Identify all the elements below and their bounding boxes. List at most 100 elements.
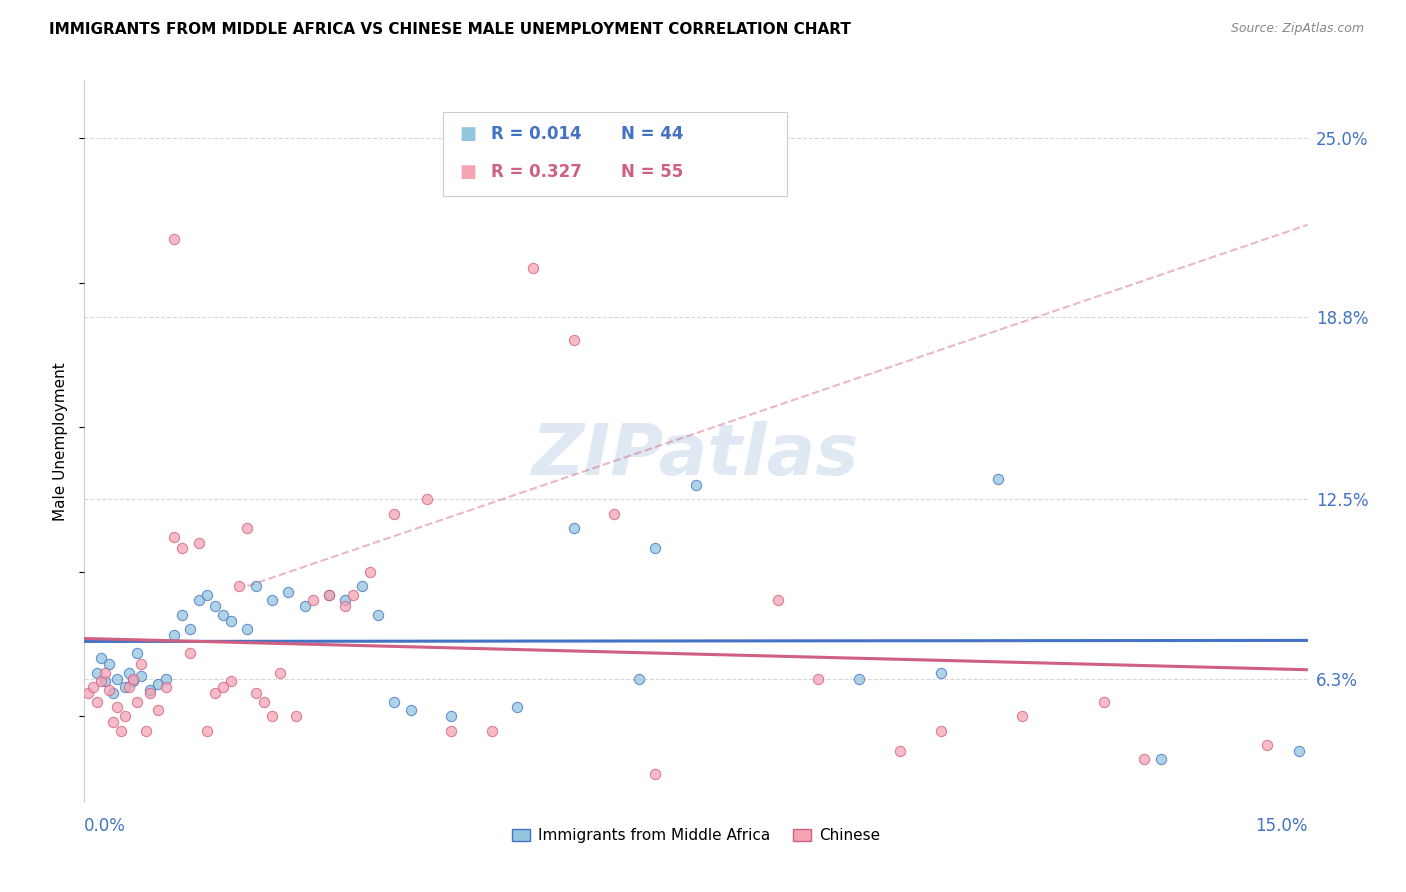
- Point: [101, 714, 124, 729]
- Point: [105, 672, 128, 686]
- Text: ■: ■: [460, 125, 477, 143]
- Point: [228, 579, 250, 593]
- Text: ■: ■: [460, 163, 477, 181]
- Point: [685, 478, 707, 492]
- Point: [187, 593, 209, 607]
- Point: [342, 588, 364, 602]
- Point: [236, 521, 259, 535]
- Point: [382, 695, 405, 709]
- Point: [219, 614, 242, 628]
- Point: [807, 672, 830, 686]
- Point: [335, 599, 357, 614]
- Point: [146, 703, 169, 717]
- Point: [1150, 752, 1173, 766]
- Point: [1092, 695, 1115, 709]
- Point: [416, 492, 439, 507]
- Point: [285, 709, 308, 723]
- Point: [118, 680, 141, 694]
- Point: [93, 674, 115, 689]
- Legend: Immigrants from Middle Africa, Chinese: Immigrants from Middle Africa, Chinese: [506, 822, 886, 849]
- Point: [318, 588, 340, 602]
- Point: [101, 686, 124, 700]
- Point: [1288, 744, 1310, 758]
- Point: [212, 680, 235, 694]
- Point: [766, 593, 789, 607]
- Point: [277, 584, 299, 599]
- Point: [440, 709, 463, 723]
- Point: [399, 703, 422, 717]
- Point: [86, 665, 108, 680]
- Point: [367, 607, 389, 622]
- Y-axis label: Male Unemployment: Male Unemployment: [53, 362, 69, 521]
- Point: [146, 677, 169, 691]
- Point: [97, 657, 120, 671]
- Point: [522, 261, 544, 276]
- Point: [481, 723, 503, 738]
- Point: [294, 599, 316, 614]
- Point: [172, 541, 194, 556]
- Point: [127, 695, 149, 709]
- Point: [212, 607, 235, 622]
- Text: R = 0.014: R = 0.014: [491, 125, 581, 143]
- Point: [236, 623, 259, 637]
- Point: [359, 565, 381, 579]
- Point: [90, 674, 112, 689]
- Point: [219, 674, 242, 689]
- Point: [179, 646, 201, 660]
- Point: [260, 709, 283, 723]
- Point: [644, 541, 666, 556]
- Point: [1133, 752, 1156, 766]
- Point: [505, 700, 527, 714]
- Text: N = 44: N = 44: [621, 125, 683, 143]
- Point: [204, 686, 226, 700]
- Point: [301, 593, 323, 607]
- Text: R = 0.327: R = 0.327: [491, 163, 582, 181]
- Point: [131, 657, 153, 671]
- Point: [97, 683, 120, 698]
- Text: Source: ZipAtlas.com: Source: ZipAtlas.com: [1230, 22, 1364, 36]
- Point: [135, 723, 157, 738]
- Point: [889, 744, 911, 758]
- Point: [1011, 709, 1033, 723]
- Point: [195, 588, 218, 602]
- Point: [114, 709, 136, 723]
- Point: [929, 665, 952, 680]
- Point: [163, 530, 186, 544]
- Point: [848, 672, 870, 686]
- Point: [1256, 738, 1278, 752]
- Point: [90, 651, 112, 665]
- Point: [77, 686, 100, 700]
- Text: 15.0%: 15.0%: [1256, 817, 1308, 835]
- Point: [82, 680, 104, 694]
- Point: [335, 593, 357, 607]
- Point: [93, 665, 115, 680]
- Point: [318, 588, 340, 602]
- Text: ZIPatlas: ZIPatlas: [533, 422, 859, 491]
- Point: [110, 723, 132, 738]
- Point: [245, 686, 267, 700]
- Point: [155, 680, 177, 694]
- Text: N = 55: N = 55: [621, 163, 683, 181]
- Point: [350, 579, 373, 593]
- Point: [127, 646, 149, 660]
- Point: [179, 623, 201, 637]
- Point: [122, 674, 145, 689]
- Point: [114, 680, 136, 694]
- Point: [269, 665, 291, 680]
- Point: [603, 507, 626, 521]
- Point: [163, 628, 186, 642]
- Point: [138, 683, 160, 698]
- Point: [929, 723, 952, 738]
- Point: [627, 672, 650, 686]
- Point: [122, 672, 145, 686]
- Point: [163, 232, 186, 246]
- Point: [562, 521, 585, 535]
- Point: [440, 723, 463, 738]
- Point: [562, 334, 585, 348]
- Text: IMMIGRANTS FROM MIDDLE AFRICA VS CHINESE MALE UNEMPLOYMENT CORRELATION CHART: IMMIGRANTS FROM MIDDLE AFRICA VS CHINESE…: [49, 22, 851, 37]
- Point: [155, 672, 177, 686]
- Point: [987, 472, 1010, 486]
- Text: 0.0%: 0.0%: [84, 817, 127, 835]
- Point: [105, 700, 128, 714]
- Point: [253, 695, 276, 709]
